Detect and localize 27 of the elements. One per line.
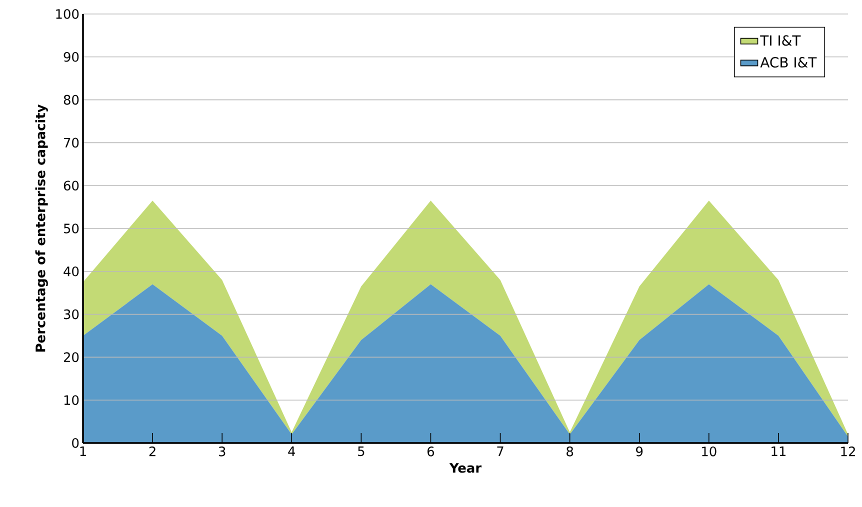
y-tick-label: 50 xyxy=(64,224,79,234)
legend-label: TI I&T xyxy=(760,35,801,46)
x-tick-label: 4 xyxy=(288,446,296,456)
x-tick-label: 9 xyxy=(636,446,643,456)
y-axis-title: Percentage of enterprise capacity xyxy=(35,104,48,352)
y-tick-label: 100 xyxy=(56,9,79,19)
y-tick-label: 10 xyxy=(64,395,79,405)
x-axis-title: Year xyxy=(449,463,482,473)
x-tick-label: 5 xyxy=(358,446,364,456)
x-tick-label: 1 xyxy=(80,446,86,456)
x-tick-label: 10 xyxy=(702,446,716,456)
x-tick-label: 8 xyxy=(566,446,574,456)
y-tick-label: 80 xyxy=(64,94,79,105)
y-tick-label: 20 xyxy=(64,352,79,362)
y-tick-label: 90 xyxy=(64,52,79,62)
y-tick-label: 30 xyxy=(64,309,79,320)
y-tick-label: 0 xyxy=(72,438,79,448)
y-tick-label: 70 xyxy=(64,138,79,148)
x-tick-label: 11 xyxy=(772,446,786,456)
y-tick-label: 40 xyxy=(64,266,79,276)
x-tick-label: 7 xyxy=(497,446,504,456)
x-tick-label: 12 xyxy=(841,446,855,456)
x-tick-label: 6 xyxy=(428,446,434,456)
legend-label: ACB I&T xyxy=(760,57,817,68)
x-tick-label: 3 xyxy=(218,446,226,456)
y-tick-label: 60 xyxy=(64,180,79,190)
x-tick-label: 2 xyxy=(149,446,156,456)
